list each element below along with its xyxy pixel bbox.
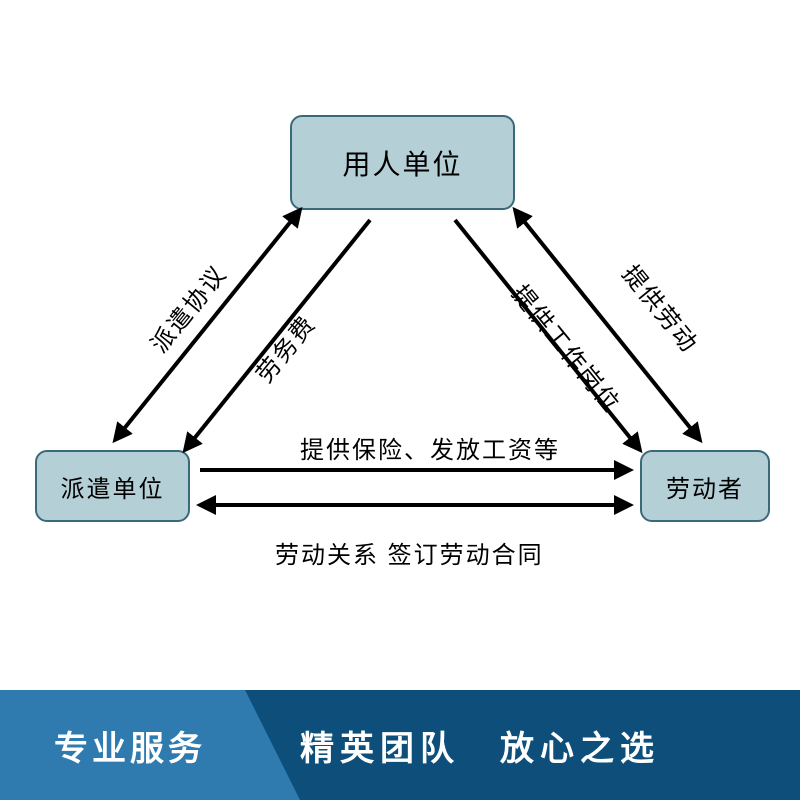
banner-right-text: 精英团队 放心之选 [260, 690, 800, 800]
node-employer-label: 用人单位 [342, 143, 462, 183]
banner-right-text-2: 放心之选 [500, 721, 660, 770]
edge-label-provide-labor: 提供劳动 [616, 256, 709, 359]
node-employer: 用人单位 [290, 115, 515, 210]
node-worker: 劳动者 [640, 450, 770, 522]
banner-left-text: 专业服务 [0, 690, 260, 800]
banner-right-text-1: 精英团队 [300, 721, 460, 770]
diagram-canvas: 用人单位 派遣单位 劳动者 派遣协议 劳务费 提供工作岗位 提供劳动 提供保险、… [0, 0, 800, 800]
edge-label-insurance-salary: 提供保险、发放工资等 [300, 430, 560, 465]
edge-label-service-fee: 劳务费 [246, 306, 322, 389]
node-agency-label: 派遣单位 [61, 469, 165, 504]
edge-label-dispatch-agreement: 派遣协议 [141, 256, 234, 359]
node-worker-label: 劳动者 [666, 469, 744, 504]
node-agency: 派遣单位 [35, 450, 190, 522]
edge-label-provide-position: 提供工作岗位 [505, 276, 630, 419]
banner: 专业服务 精英团队 放心之选 [0, 690, 800, 800]
edge-label-labor-contract: 劳动关系 签订劳动合同 [275, 535, 544, 570]
